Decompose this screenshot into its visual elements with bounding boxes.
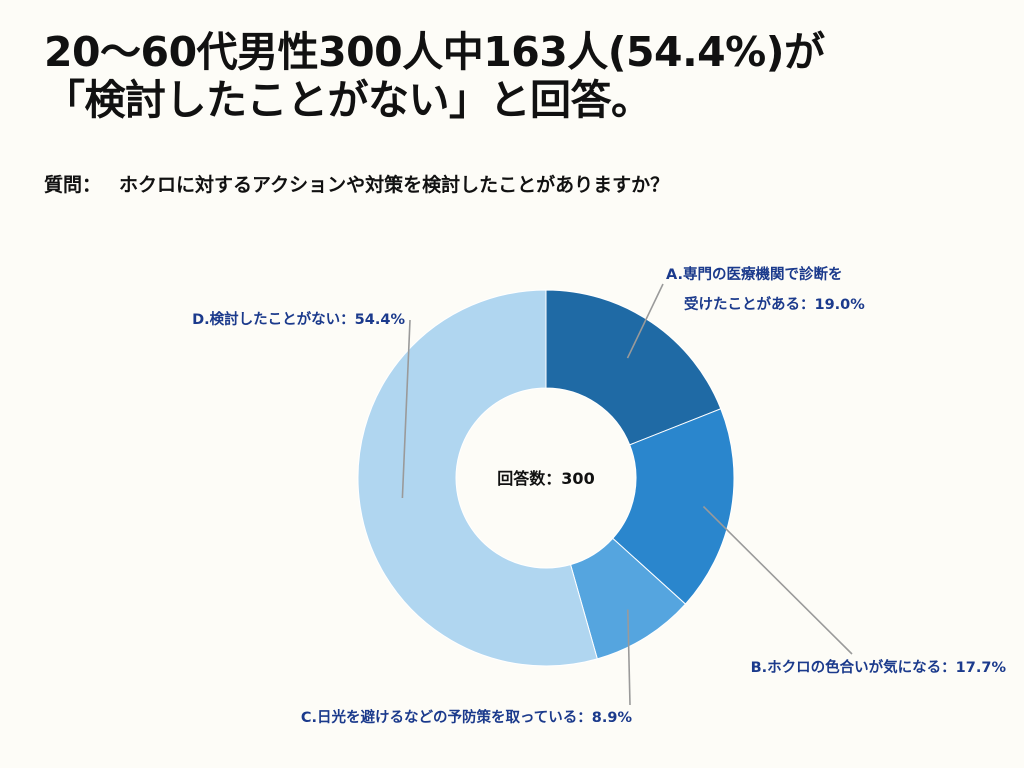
title-line-2: 「検討したことがない」と回答。 — [44, 76, 652, 124]
chart-slices — [357, 289, 735, 667]
chart-leader-lines — [401, 283, 853, 706]
title-line-1: 20〜60代男性300人中163人(54.4%)が — [44, 28, 825, 76]
question-label: 質問： — [44, 174, 102, 196]
slice-label-c: C.日光を避けるなどの予防策を取っている：8.9% — [301, 708, 633, 726]
page-title: 20〜60代男性300人中163人(54.4%)が 「検討したことがない」と回答… — [44, 28, 1004, 124]
leader-line-c — [627, 609, 631, 706]
slice-label-a-line1: A.専門の医療機関で診断を — [666, 265, 843, 283]
slice-label-b: B.ホクロの色合いが気になる：17.7% — [751, 658, 1007, 676]
slice-d — [357, 289, 598, 667]
center-label: 回答数：300 — [497, 469, 594, 488]
slice-label-a-line2: 受けたことがある：19.0% — [684, 295, 865, 313]
leader-line-d — [401, 319, 411, 499]
slice-label-d: D.検討したことがない：54.4% — [192, 310, 405, 328]
leader-line-a — [626, 283, 664, 359]
question: 質問： ホクロに対するアクションや対策を検討したことがありますか？ — [44, 170, 669, 197]
slice-a — [545, 289, 722, 446]
leader-line-b — [702, 505, 853, 655]
question-text: ホクロに対するアクションや対策を検討したことがありますか？ — [119, 174, 670, 196]
slice-b — [612, 408, 735, 605]
